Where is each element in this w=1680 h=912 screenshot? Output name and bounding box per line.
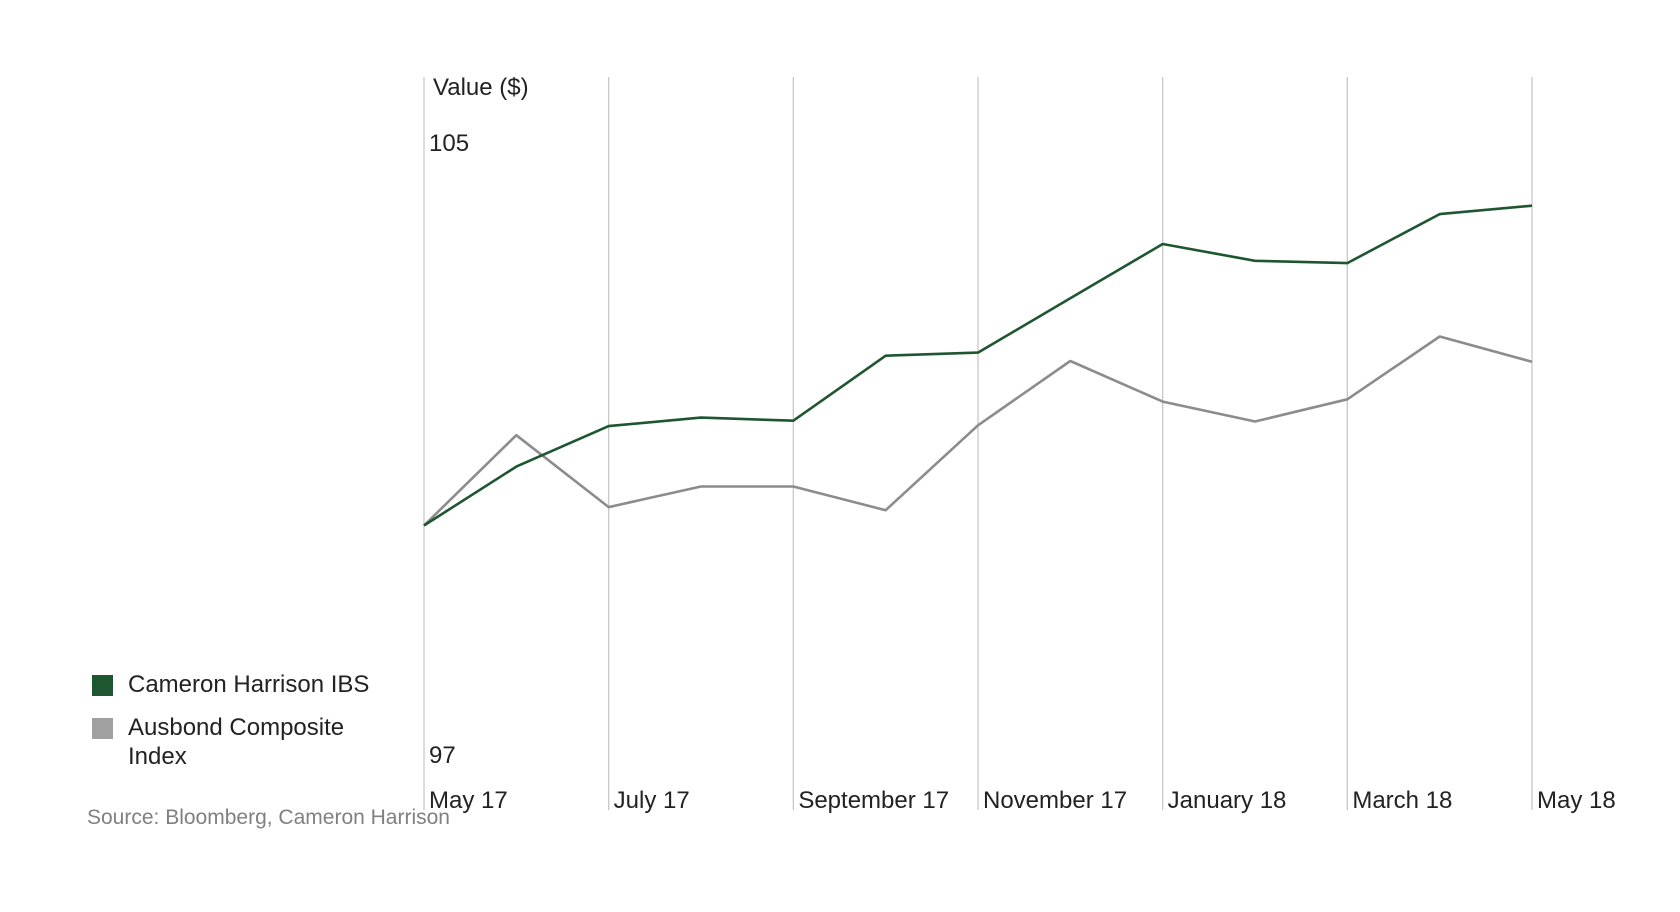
- y-axis-label: Value ($): [433, 74, 529, 101]
- vertical-gridlines: [423, 77, 1533, 810]
- legend-label: Cameron Harrison IBS: [128, 671, 370, 698]
- series-line-cameron-harrison-ibs: [423, 204, 1533, 527]
- legend-item-ausbond: Ausbond Composite Index: [92, 713, 412, 771]
- x-axis-ticks: May 17 July 17 September 17 November 17 Janu…: [429, 787, 1616, 814]
- legend-swatch-cameron-harrison: [92, 675, 113, 696]
- x-tick-label: May 17: [429, 787, 508, 814]
- legend: Cameron Harrison IBS Ausbond Composite I…: [92, 670, 412, 785]
- legend-swatch-ausbond: [92, 718, 113, 739]
- x-tick-label: September 17: [798, 787, 949, 814]
- x-tick-label: May 18: [1537, 787, 1616, 814]
- y-tick-label: 97: [429, 742, 456, 769]
- x-tick-label: January 18: [1168, 787, 1287, 814]
- series-lines: [423, 204, 1533, 527]
- source-note: Source: Bloomberg, Cameron Harrison: [87, 806, 450, 829]
- series-line-ausbond-composite-index: [423, 335, 1533, 527]
- x-tick-label: July 17: [614, 787, 690, 814]
- x-tick-label: March 18: [1352, 787, 1452, 814]
- legend-item-cameron-harrison: Cameron Harrison IBS: [92, 670, 412, 699]
- x-tick-label: November 17: [983, 787, 1127, 814]
- y-axis-ticks: 105 97: [429, 130, 469, 769]
- y-tick-label: 105: [429, 130, 469, 157]
- legend-label: Ausbond Composite Index: [128, 714, 345, 770]
